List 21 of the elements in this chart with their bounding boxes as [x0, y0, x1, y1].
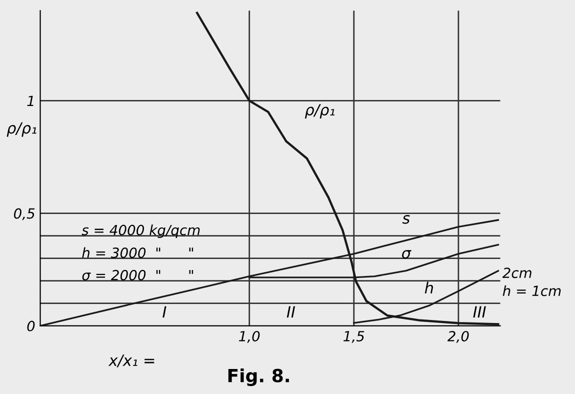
x-tick-label: 1,0 [238, 330, 260, 343]
annotation: 2cm [502, 268, 532, 278]
y-tick-label: 1 [27, 96, 34, 106]
y-axis-title: ρ/ρ₁ [6, 122, 36, 137]
y-tick-label: 0,5 [14, 208, 35, 220]
series-label: ρ/ρ₁ [304, 104, 335, 118]
series-label: h [424, 282, 433, 294]
series-label: σ [402, 250, 412, 259]
x-tick-label: 2,0 [447, 330, 469, 343]
text: Fig. 8. [228, 368, 289, 386]
annotation: I [162, 306, 166, 318]
annotation: s = 4000 kg/qcm [82, 224, 200, 238]
x-axis-title: x/x₁ = [108, 354, 154, 368]
x-tick-label: 1,5 [344, 331, 364, 343]
series-label: s [402, 215, 410, 224]
annotation: III [473, 306, 486, 318]
annotation: h = 1cm [502, 285, 561, 296]
annotation: II [286, 306, 296, 318]
annotation: σ = 2000 " " [82, 270, 194, 280]
annotation: h = 3000 " " [82, 247, 194, 258]
y-tick-label: 0 [27, 320, 35, 332]
